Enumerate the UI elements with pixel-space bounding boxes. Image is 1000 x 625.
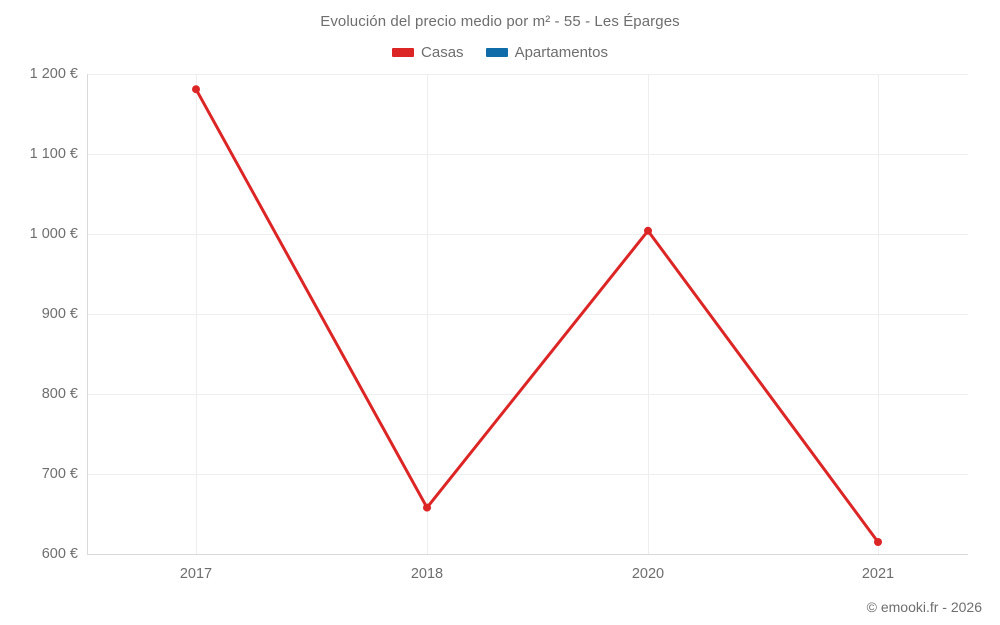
- y-axis-tick-label: 600 €: [41, 546, 78, 562]
- y-axis-labels: 1 200 € 1 100 € 1 000 € 900 € 800 € 700 € 600 …: [0, 0, 78, 625]
- footer-credit: © emooki.fr - 2026: [866, 599, 982, 615]
- data-point-marker[interactable]: [874, 538, 882, 546]
- data-point-marker[interactable]: [192, 85, 200, 94]
- legend-item-apartamentos[interactable]: Apartamentos: [485, 44, 608, 61]
- plot-area: [87, 74, 968, 555]
- axis-lines: [87, 74, 968, 555]
- x-axis-tick-label: 2017: [179, 566, 213, 582]
- legend-label-casas: Casas: [421, 44, 464, 61]
- x-axis-tick-label: 2018: [410, 566, 444, 582]
- x-axis-labels: 2017 2018 2020 2021: [0, 566, 1000, 590]
- y-axis-tick-label: 1 000 €: [29, 226, 78, 242]
- chart-legend: Casas Apartamentos: [0, 44, 1000, 61]
- chart-title: Evolución del precio medio por m² - 55 -…: [320, 13, 680, 30]
- series-lines: [194, 88, 880, 543]
- y-axis-tick-label: 1 200 €: [29, 66, 78, 82]
- legend-swatch-apartamentos-icon: [485, 48, 508, 57]
- plot-svg: [87, 74, 968, 555]
- series-line-0: [194, 88, 880, 543]
- y-axis-tick-label: 800 €: [41, 386, 78, 402]
- data-point-marker[interactable]: [644, 226, 652, 235]
- y-axis-tick-label: 900 €: [41, 306, 78, 322]
- y-axis-tick-label: 1 100 €: [29, 146, 78, 162]
- vertical-gridlines: [196, 74, 879, 555]
- legend-item-casas[interactable]: Casas: [392, 44, 464, 61]
- legend-label-apartamentos: Apartamentos: [514, 44, 608, 61]
- series-markers: [192, 85, 882, 546]
- y-axis-tick-label: 700 €: [41, 466, 78, 482]
- data-point-marker[interactable]: [423, 503, 431, 512]
- legend-swatch-casas-icon: [392, 48, 415, 57]
- x-axis-tick-label: 2021: [861, 566, 895, 582]
- x-axis-tick-label: 2020: [631, 566, 665, 582]
